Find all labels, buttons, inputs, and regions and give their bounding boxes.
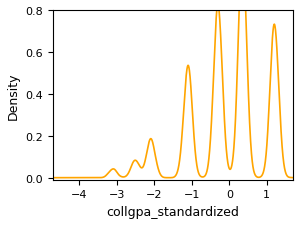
X-axis label: collgpa_standardized: collgpa_standardized: [106, 205, 239, 218]
Y-axis label: Density: Density: [7, 72, 20, 119]
